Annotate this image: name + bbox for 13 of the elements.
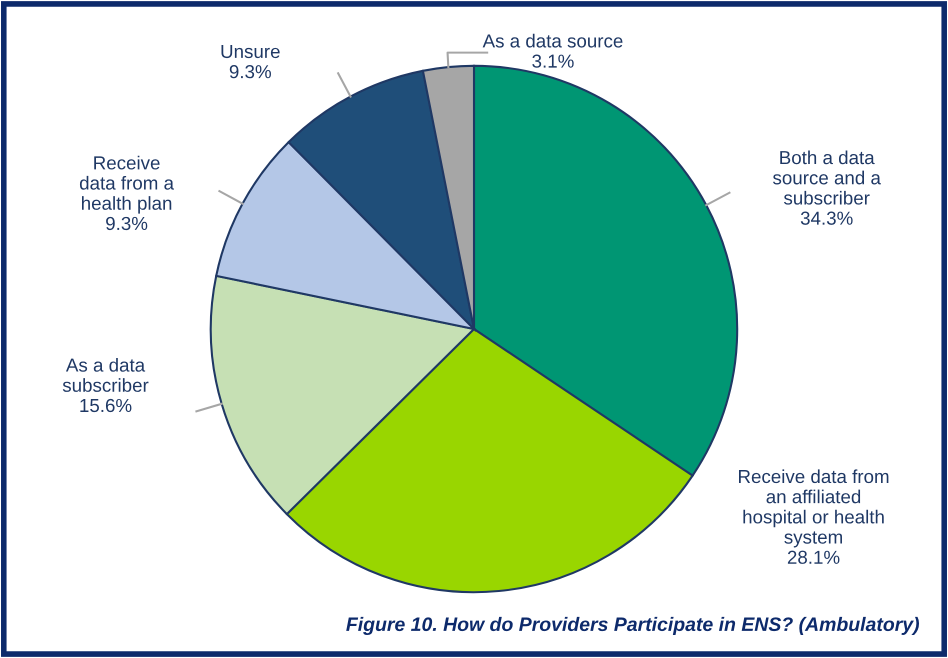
- slice-label: Receive data from an affiliated hospital or health system: [738, 469, 888, 548]
- data-label: 3.1%: [532, 54, 574, 68]
- slice-label: Both a data source and a subscriber: [773, 150, 881, 205]
- slice-label: As a data source: [482, 34, 622, 48]
- data-label: 15.6%: [80, 398, 132, 412]
- data-label: 9.3%: [106, 216, 148, 230]
- slice-label: As a data subscriber: [62, 358, 148, 392]
- data-label: 28.1%: [788, 550, 840, 564]
- slice-label: Receive data from a health plan: [80, 156, 174, 214]
- data-label: 9.3%: [230, 65, 271, 78]
- slice-label: Unsure: [222, 45, 280, 58]
- text: Figure 10. How do Providers Participate in ENS? (Ambulatory): [346, 616, 920, 635]
- data-label: 34.3%: [800, 212, 853, 225]
